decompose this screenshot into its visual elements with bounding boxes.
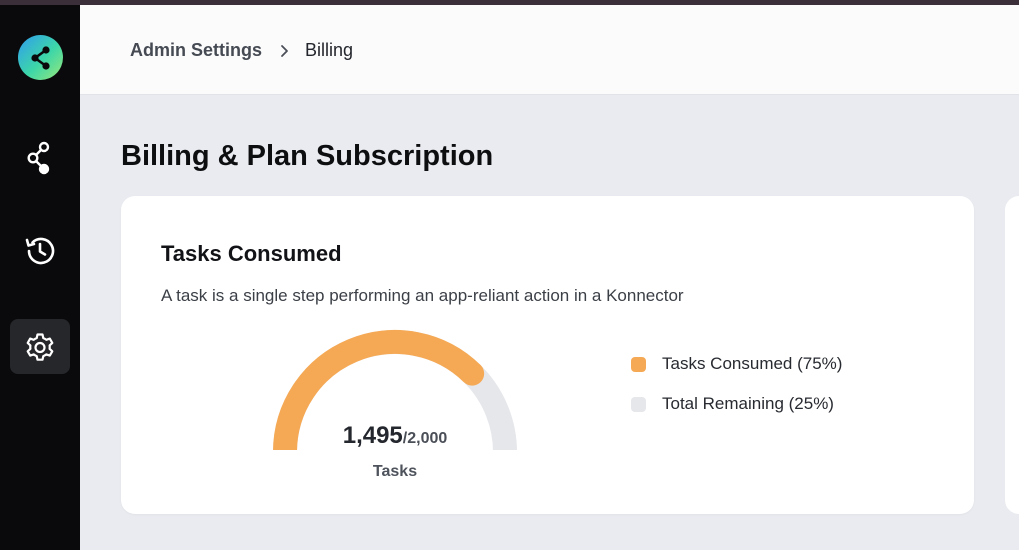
gauge-unit-label: Tasks bbox=[372, 463, 418, 480]
page-title: Billing & Plan Subscription bbox=[121, 140, 494, 172]
sidebar-item-settings[interactable] bbox=[10, 319, 70, 374]
legend-item-consumed: Tasks Consumed (75%) bbox=[631, 354, 842, 374]
top-header: Admin Settings Billing bbox=[80, 5, 1019, 95]
gauge-value: 1,495/2,000 bbox=[271, 422, 519, 450]
window-top-strip bbox=[0, 0, 1019, 5]
breadcrumb-billing: Billing bbox=[305, 40, 354, 60]
sidebar-item-history[interactable] bbox=[10, 223, 70, 278]
tasks-consumed-card: Tasks Consumed A task is a single step p… bbox=[121, 196, 974, 514]
gauge-consumed-arc bbox=[273, 330, 485, 458]
card-description: A task is a single step performing an ap… bbox=[161, 286, 684, 305]
breadcrumb-admin-settings[interactable]: Admin Settings bbox=[130, 40, 263, 60]
legend-label-consumed: Tasks Consumed (75%) bbox=[662, 354, 843, 373]
legend-label-remaining: Total Remaining (25%) bbox=[662, 394, 834, 413]
history-icon bbox=[25, 237, 55, 264]
secondary-card bbox=[1005, 196, 1019, 514]
legend-swatch-consumed bbox=[631, 356, 646, 372]
sidebar-item-konnectors[interactable] bbox=[10, 130, 70, 185]
tasks-gauge bbox=[271, 330, 519, 458]
sidebar bbox=[0, 5, 80, 550]
gauge-legend: Tasks Consumed (75%) Total Remaining (25… bbox=[631, 354, 842, 434]
share-logo-icon bbox=[30, 45, 50, 70]
tasks-consumed-count: 1,495 bbox=[342, 422, 403, 449]
share-icon bbox=[27, 141, 50, 174]
legend-swatch-remaining bbox=[631, 396, 646, 412]
tasks-total-count: /2,000 bbox=[402, 430, 448, 447]
gear-icon bbox=[26, 332, 54, 361]
card-title: Tasks Consumed bbox=[161, 241, 342, 266]
legend-item-remaining: Total Remaining (25%) bbox=[631, 394, 842, 414]
breadcrumb: Admin Settings Billing bbox=[130, 40, 353, 61]
chevron-right-icon bbox=[280, 44, 289, 58]
app-logo[interactable] bbox=[18, 35, 63, 80]
